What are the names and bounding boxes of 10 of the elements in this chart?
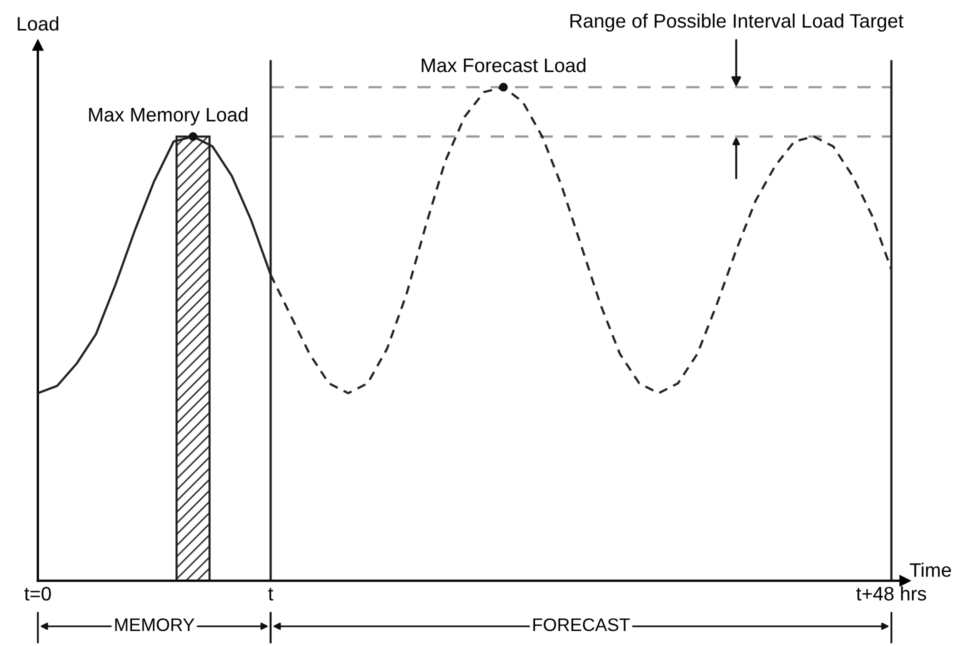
text: Max Forecast Load — [422, 58, 586, 72]
annotation: Max Memory Load — [89, 107, 248, 126]
text: FORECAST — [533, 618, 630, 632]
y-axis-title: Load — [18, 16, 58, 31]
x-tick-label: t=0 — [24, 586, 51, 601]
annotation: Range of Possible Interval Load Target — [570, 13, 904, 32]
text: MEMORY — [115, 618, 194, 632]
x-tick-label: t+48 hrs — [856, 586, 926, 601]
x-axis-title: Time — [910, 562, 951, 577]
x-tick-label: t — [268, 588, 274, 601]
